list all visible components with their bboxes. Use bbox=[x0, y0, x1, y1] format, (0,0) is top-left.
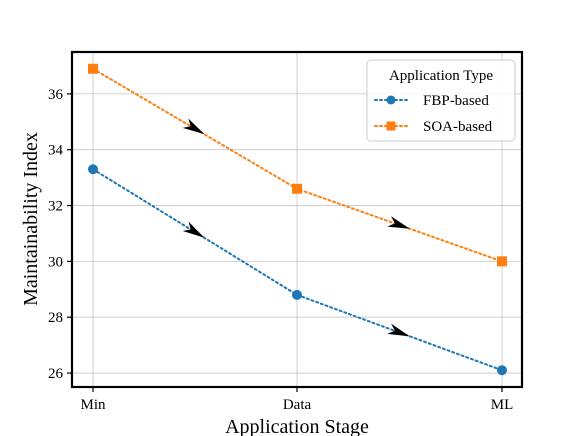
legend-entry: SOA-based bbox=[374, 119, 493, 135]
x-tick-label: Min bbox=[80, 397, 106, 413]
series-line bbox=[92, 168, 503, 372]
legend-box bbox=[366, 59, 516, 142]
direction-arrow bbox=[387, 216, 410, 229]
data-point bbox=[88, 63, 98, 74]
series-layer bbox=[88, 63, 507, 376]
direction-arrow bbox=[182, 221, 205, 238]
data-point bbox=[497, 365, 507, 376]
direction-arrow bbox=[387, 323, 410, 337]
legend-marker bbox=[386, 95, 396, 105]
y-tick-label: 34 bbox=[48, 143, 64, 159]
y-tick-label: 36 bbox=[48, 87, 64, 103]
legend-title: Application Type bbox=[389, 68, 493, 84]
x-tick-label: ML bbox=[491, 397, 514, 413]
data-point bbox=[292, 183, 302, 194]
x-axis-label: Application Stage bbox=[225, 416, 369, 436]
y-axis-label: Maintainability Index bbox=[20, 132, 42, 306]
legend-label: FBP-based bbox=[423, 93, 489, 109]
ticks: Min Data ML 26 28 30 32 34 36 bbox=[48, 87, 513, 413]
data-point bbox=[292, 289, 302, 300]
legend-entry: FBP-based bbox=[374, 93, 489, 109]
y-tick-label: 26 bbox=[48, 366, 64, 382]
series-soa-based bbox=[88, 63, 507, 267]
y-tick-label: 30 bbox=[48, 254, 63, 270]
data-point bbox=[497, 256, 507, 267]
series-fbp-based bbox=[88, 164, 507, 376]
legend: Application Type FBP-based SOA-based bbox=[366, 59, 516, 142]
data-point bbox=[88, 164, 98, 175]
y-tick-label: 32 bbox=[48, 199, 63, 215]
legend-label: SOA-based bbox=[423, 119, 493, 135]
y-tick-label: 28 bbox=[48, 310, 63, 326]
direction-arrow bbox=[182, 118, 205, 135]
x-tick-label: Data bbox=[283, 397, 312, 413]
legend-marker bbox=[386, 121, 396, 131]
